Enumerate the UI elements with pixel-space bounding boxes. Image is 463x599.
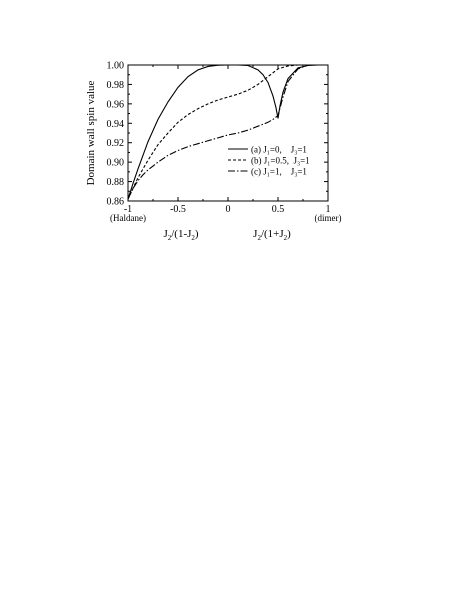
plot-frame xyxy=(127,64,329,202)
axis-ticks: 0.86 0.88 0.90 0.92 0.94 0.96 0.98 1.00 -1 -0.5 0 0… xyxy=(107,61,331,216)
legend-label-a: (a) J₁=0, J₃=1 xyxy=(251,145,307,155)
legend-label-b: (b) J₁=0.5, J₃=1 xyxy=(251,156,310,166)
y-tick-label: 0.90 xyxy=(107,158,125,169)
y-tick-label: 1.00 xyxy=(107,61,125,72)
y-tick-label: 0.94 xyxy=(107,119,125,130)
x-tick-label: -0.5 xyxy=(170,204,186,215)
y-tick-label: 0.96 xyxy=(107,99,125,110)
x-axis-label-right: J2/(1+J2) xyxy=(253,228,291,242)
x-tick-label: -1 xyxy=(124,204,132,215)
legend: (a) J₁=0, J₃=1(b) J₁=0.5, J₃=1(c) J₁=1, … xyxy=(228,145,310,177)
series-line-c xyxy=(127,64,328,200)
x-tick-label: 1 xyxy=(326,204,331,215)
x-tick-label: 0.5 xyxy=(272,204,285,215)
x-axis-label-left: J2/(1-J2) xyxy=(163,228,198,242)
x-tick-label: 0 xyxy=(226,204,231,215)
series-layer xyxy=(127,64,328,200)
legend-label-c: (c) J₁=1, J₃=1 xyxy=(251,167,307,177)
y-tick-label: 0.98 xyxy=(107,80,125,91)
x-end-annotation-left: (Haldane) xyxy=(110,213,146,223)
plot-area-border xyxy=(127,64,329,202)
y-tick-label: 0.86 xyxy=(107,197,125,208)
series-line-a xyxy=(127,64,328,200)
series-line-b xyxy=(127,64,328,200)
x-end-annotation-right: (dimer) xyxy=(315,213,342,223)
y-axis-label: Domain wall spin value xyxy=(85,80,97,185)
y-tick-label: 0.88 xyxy=(107,177,125,188)
y-tick-label: 0.92 xyxy=(107,138,125,149)
